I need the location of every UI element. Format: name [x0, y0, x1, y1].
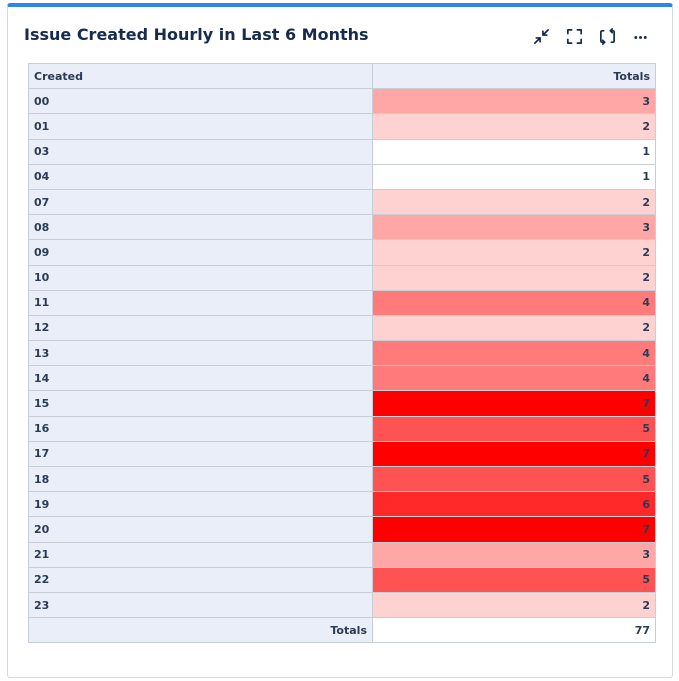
- total-cell: 3: [372, 214, 656, 241]
- total-cell: 2: [372, 188, 656, 216]
- refresh-icon[interactable]: [598, 27, 617, 46]
- widget-toolbar: [532, 27, 650, 46]
- hour-cell: 23: [28, 591, 373, 619]
- total-cell: 7: [372, 390, 656, 417]
- table-row: 07 2: [28, 188, 656, 216]
- hour-cell: 03: [28, 138, 373, 165]
- table-row: 08 3: [28, 214, 656, 241]
- total-cell: 5: [372, 566, 656, 593]
- hour-cell: 14: [28, 365, 373, 392]
- total-cell: 1: [372, 163, 656, 190]
- fullscreen-icon[interactable]: [565, 27, 584, 46]
- total-cell: 6: [372, 491, 656, 518]
- hour-cell: 07: [28, 188, 373, 216]
- table-row: 10 2: [28, 264, 656, 291]
- total-cell: 2: [372, 314, 656, 342]
- hour-cell: 04: [28, 163, 373, 190]
- table-row: 13 4: [28, 340, 656, 367]
- table-header-row: Created Totals: [28, 62, 656, 90]
- table-row: 01 2: [28, 113, 656, 140]
- total-cell: 2: [372, 264, 656, 291]
- total-cell: 4: [372, 289, 656, 316]
- table-row: 12 2: [28, 314, 656, 342]
- table-row: 21 3: [28, 541, 656, 568]
- total-cell: 5: [372, 465, 656, 493]
- table-row: 04 1: [28, 163, 656, 190]
- hour-cell: 12: [28, 314, 373, 342]
- totals-row: Totals 77: [28, 617, 656, 644]
- hourly-issues-table: Created Totals 00 3 01 2 03 1 04 1 07 2 08 3 09 2 10 2 1…: [28, 62, 656, 644]
- hour-cell: 15: [28, 390, 373, 417]
- hour-cell: 13: [28, 340, 373, 367]
- total-cell: 4: [372, 365, 656, 392]
- total-cell: 3: [372, 88, 656, 115]
- total-cell: 3: [372, 541, 656, 568]
- total-cell: 4: [372, 340, 656, 367]
- totals-row-label: Totals: [28, 617, 373, 644]
- total-cell: 2: [372, 591, 656, 619]
- hour-cell: 00: [28, 88, 373, 115]
- total-cell: 2: [372, 239, 656, 266]
- hour-cell: 01: [28, 113, 373, 140]
- table-row: 23 2: [28, 591, 656, 619]
- total-cell: 5: [372, 415, 656, 442]
- total-cell: 2: [372, 113, 656, 140]
- hour-cell: 11: [28, 289, 373, 316]
- table-row: 18 5: [28, 465, 656, 493]
- hour-cell: 10: [28, 264, 373, 291]
- table-row: 09 2: [28, 239, 656, 266]
- hour-cell: 19: [28, 491, 373, 518]
- table-row: 22 5: [28, 566, 656, 593]
- hour-cell: 16: [28, 415, 373, 442]
- collapse-icon[interactable]: [532, 27, 551, 46]
- total-cell: 7: [372, 516, 656, 543]
- hour-cell: 22: [28, 566, 373, 593]
- table-row: 17 7: [28, 440, 656, 468]
- hour-cell: 09: [28, 239, 373, 266]
- more-icon[interactable]: [631, 27, 650, 46]
- table-row: 11 4: [28, 289, 656, 316]
- hour-cell: 18: [28, 465, 373, 493]
- totals-column-header[interactable]: Totals: [372, 62, 656, 90]
- hour-cell: 17: [28, 440, 373, 468]
- widget-title: Issue Created Hourly in Last 6 Months: [24, 25, 369, 44]
- grand-total: 77: [372, 617, 656, 644]
- table-row: 15 7: [28, 390, 656, 417]
- hour-cell: 21: [28, 541, 373, 568]
- dashboard-widget: Issue Created Hourly in Last 6 Months: [7, 3, 673, 678]
- table-row: 19 6: [28, 491, 656, 518]
- hour-cell: 08: [28, 214, 373, 241]
- table-row: 14 4: [28, 365, 656, 392]
- total-cell: 1: [372, 138, 656, 165]
- total-cell: 7: [372, 440, 656, 468]
- table-row: 16 5: [28, 415, 656, 442]
- table-row: 03 1: [28, 138, 656, 165]
- table-row: 00 3: [28, 88, 656, 115]
- hour-cell: 20: [28, 516, 373, 543]
- created-column-header[interactable]: Created: [28, 62, 373, 90]
- table-row: 20 7: [28, 516, 656, 543]
